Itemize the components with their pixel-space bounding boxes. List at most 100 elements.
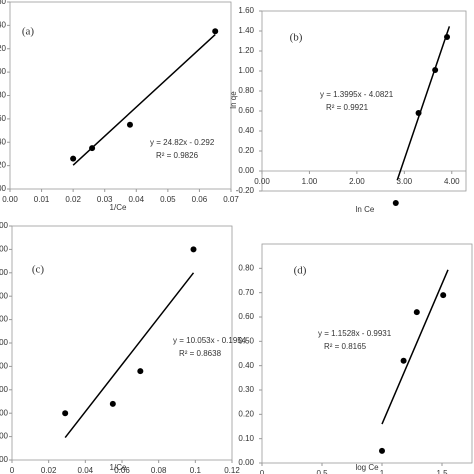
x-tick-label: 1.5 bbox=[436, 469, 448, 474]
y-tick-label: 1.20 bbox=[238, 46, 254, 55]
trendline bbox=[396, 26, 451, 181]
y-tick-label: 0.60 bbox=[238, 312, 254, 321]
data-point bbox=[415, 110, 422, 116]
x-tick-label: 0.04 bbox=[78, 466, 94, 474]
y-tick-label: 0.500 bbox=[0, 338, 9, 347]
y-tick-label: 0.30 bbox=[238, 385, 254, 394]
data-point bbox=[392, 200, 399, 206]
r-squared: R² = 0.8638 bbox=[179, 349, 222, 358]
y-tick-label: 0.20 bbox=[0, 161, 7, 170]
panel-label: (d) bbox=[294, 265, 307, 277]
y-tick-label: 0.40 bbox=[0, 137, 7, 146]
x-tick-label: 0.00 bbox=[2, 195, 18, 204]
y-tick-label: 0.20 bbox=[238, 146, 254, 155]
x-tick-label: 0.02 bbox=[65, 195, 81, 204]
x-tick-label: 1.00 bbox=[302, 177, 318, 186]
data-point bbox=[440, 292, 447, 299]
x-axis-title: 1/Ce bbox=[110, 463, 127, 472]
x-tick-label: 0.02 bbox=[41, 466, 57, 474]
trendline bbox=[381, 269, 449, 425]
panel: 0.000 0.100 0.200 0.300 0.400 0.500 0.600 0.700… bbox=[0, 221, 247, 474]
equation: y = 1.1528x - 0.9931 bbox=[318, 329, 392, 338]
r-squared: R² = 0.8165 bbox=[324, 342, 367, 351]
y-tick-label: 0.40 bbox=[238, 361, 254, 370]
y-tick-label: 1.000 bbox=[0, 221, 9, 230]
x-tick-label: 0.5 bbox=[316, 469, 328, 474]
equation: y = 24.82x - 0.292 bbox=[150, 138, 215, 147]
y-tick-label: 0.100 bbox=[0, 432, 9, 441]
x-tick-label: 0.1 bbox=[190, 466, 202, 474]
x-axis-title: log Ce bbox=[355, 463, 379, 472]
equation: y = 10.053x - 0.1954 bbox=[173, 336, 247, 345]
x-tick-label: 0.05 bbox=[160, 195, 176, 204]
plot-frame bbox=[261, 243, 473, 464]
y-tick-label: 0.900 bbox=[0, 245, 9, 254]
x-tick-label: 0.07 bbox=[223, 195, 239, 204]
y-tick-label: 1.00 bbox=[0, 67, 7, 76]
y-tick-label: 1.40 bbox=[0, 20, 7, 29]
data-point bbox=[70, 155, 77, 162]
r-squared: R² = 0.9921 bbox=[326, 103, 369, 112]
x-tick-label: 0.00 bbox=[254, 177, 270, 186]
panel-label: (b) bbox=[290, 32, 303, 44]
y-tick-label: 0.300 bbox=[0, 385, 9, 394]
data-point bbox=[109, 400, 116, 407]
x-tick-label: 0.03 bbox=[97, 195, 113, 204]
trendline bbox=[64, 272, 195, 438]
y-tick-label: 1.00 bbox=[238, 66, 254, 75]
y-tick-label: 0.60 bbox=[238, 106, 254, 115]
y-tick-label: 1.60 bbox=[0, 0, 7, 6]
panel-label: (a) bbox=[22, 26, 35, 38]
trendline bbox=[72, 34, 216, 166]
data-point bbox=[190, 246, 197, 253]
y-tick-label: 0.200 bbox=[0, 408, 9, 417]
x-tick-label: 0 bbox=[10, 466, 15, 474]
panel: -0.200.000.200.400.600.801.001.201.401.6… bbox=[229, 6, 467, 214]
x-tick-label: 0.06 bbox=[192, 195, 208, 204]
y-tick-label: 0.00 bbox=[0, 184, 7, 193]
x-tick-label: 0.08 bbox=[151, 466, 167, 474]
y-tick-label: 1.40 bbox=[238, 26, 254, 35]
y-axis-title: ln qe bbox=[229, 91, 238, 109]
x-tick-label: 2.00 bbox=[349, 177, 365, 186]
data-point bbox=[379, 447, 385, 454]
plot-frame bbox=[261, 10, 467, 192]
y-tick-label: 0.700 bbox=[0, 291, 9, 300]
data-point bbox=[137, 368, 144, 375]
y-tick-label: 1.60 bbox=[238, 6, 254, 15]
x-axis-title: 1/Ce bbox=[110, 203, 127, 212]
y-tick-label: 0.70 bbox=[238, 288, 254, 297]
y-tick-label: 0.400 bbox=[0, 362, 9, 371]
y-tick-label: 0.80 bbox=[0, 91, 7, 100]
x-axis-title: ln Ce bbox=[356, 205, 375, 214]
y-tick-label: -0.20 bbox=[236, 186, 255, 195]
x-tick-label: 1 bbox=[380, 469, 385, 474]
y-tick-label: 1.20 bbox=[0, 44, 7, 53]
data-point bbox=[400, 357, 407, 364]
equation: y = 1.3995x - 4.0821 bbox=[320, 90, 394, 99]
x-tick-label: 3.00 bbox=[397, 177, 413, 186]
x-tick-label: 4.00 bbox=[444, 177, 460, 186]
data-point bbox=[432, 67, 439, 73]
panel-label: (c) bbox=[32, 264, 45, 276]
y-tick-label: 0.00 bbox=[238, 166, 254, 175]
x-tick-label: 0.06 bbox=[114, 466, 130, 474]
y-tick-label: 0.50 bbox=[238, 336, 254, 345]
data-point bbox=[444, 34, 451, 40]
y-tick-label: 0.00 bbox=[238, 458, 254, 467]
x-tick-label: 0.12 bbox=[224, 466, 240, 474]
y-tick-label: 0.80 bbox=[238, 263, 254, 272]
data-point bbox=[212, 28, 219, 35]
data-point bbox=[62, 410, 69, 417]
y-tick-label: 0.60 bbox=[0, 114, 7, 123]
r-squared: R² = 0.9826 bbox=[156, 151, 199, 160]
y-tick-label: 0.600 bbox=[0, 315, 9, 324]
y-tick-label: 0.40 bbox=[238, 126, 254, 135]
data-point bbox=[126, 121, 133, 128]
y-tick-label: 0.80 bbox=[238, 86, 254, 95]
x-tick-label: 0.01 bbox=[34, 195, 50, 204]
panel: 0.00 0.20 0.40 0.60 0.80 1.00 1.20 1.40 1.60 0.00… bbox=[0, 0, 239, 212]
y-tick-label: 0.10 bbox=[238, 434, 254, 443]
